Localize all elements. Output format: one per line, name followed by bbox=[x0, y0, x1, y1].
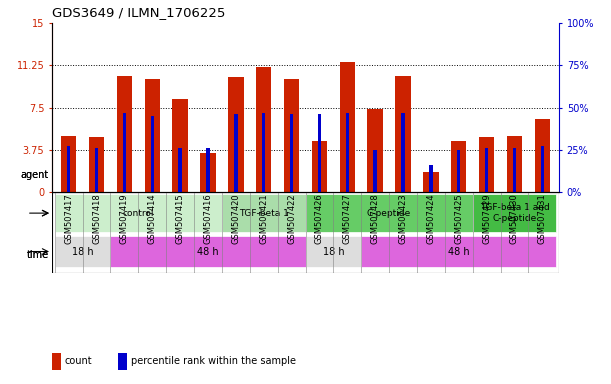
Bar bbox=[234, 114, 238, 192]
Bar bbox=[373, 150, 377, 192]
Text: control: control bbox=[123, 209, 154, 218]
Text: percentile rank within the sample: percentile rank within the sample bbox=[131, 356, 296, 366]
Bar bbox=[312, 141, 327, 192]
Bar bbox=[361, 236, 556, 267]
Bar bbox=[429, 165, 433, 192]
Text: GSM507420: GSM507420 bbox=[232, 194, 240, 244]
Text: 18 h: 18 h bbox=[323, 247, 344, 257]
Bar bbox=[207, 148, 210, 192]
Text: time: time bbox=[27, 250, 49, 260]
Text: GSM507423: GSM507423 bbox=[398, 194, 408, 244]
Bar bbox=[306, 194, 473, 232]
Bar bbox=[479, 137, 494, 192]
Bar bbox=[451, 141, 466, 192]
Bar bbox=[118, 353, 127, 370]
Text: GSM507424: GSM507424 bbox=[426, 194, 436, 244]
Text: 48 h: 48 h bbox=[197, 247, 219, 257]
Bar bbox=[228, 77, 244, 192]
Text: GSM507426: GSM507426 bbox=[315, 194, 324, 244]
Text: GSM507422: GSM507422 bbox=[287, 194, 296, 244]
Text: C-peptide: C-peptide bbox=[367, 209, 411, 218]
Text: time: time bbox=[27, 250, 49, 260]
Text: agent: agent bbox=[21, 170, 49, 180]
Bar bbox=[61, 136, 76, 192]
Bar bbox=[284, 79, 299, 192]
Text: GSM507417: GSM507417 bbox=[64, 194, 73, 244]
Bar bbox=[485, 148, 488, 192]
Text: TGF-beta 1 and
C-peptide: TGF-beta 1 and C-peptide bbox=[480, 204, 549, 223]
Text: GSM507421: GSM507421 bbox=[259, 194, 268, 244]
Bar bbox=[473, 194, 556, 232]
Bar bbox=[178, 148, 182, 192]
Bar bbox=[340, 63, 355, 192]
Bar bbox=[67, 146, 70, 192]
Bar bbox=[306, 236, 361, 267]
Text: GSM507430: GSM507430 bbox=[510, 194, 519, 244]
Text: agent: agent bbox=[21, 170, 49, 180]
Text: 48 h: 48 h bbox=[448, 247, 470, 257]
Text: GDS3649 / ILMN_1706225: GDS3649 / ILMN_1706225 bbox=[52, 6, 225, 19]
Bar bbox=[507, 136, 522, 192]
Text: GSM507428: GSM507428 bbox=[371, 194, 379, 244]
Text: 18 h: 18 h bbox=[71, 247, 93, 257]
Bar bbox=[541, 146, 544, 192]
Text: GSM507416: GSM507416 bbox=[203, 194, 213, 244]
Bar bbox=[89, 137, 104, 192]
Text: GSM507418: GSM507418 bbox=[92, 194, 101, 244]
Bar bbox=[145, 79, 160, 192]
Bar bbox=[111, 236, 306, 267]
Bar bbox=[117, 76, 132, 192]
Bar bbox=[513, 148, 516, 192]
Bar bbox=[52, 353, 61, 370]
Text: GSM507427: GSM507427 bbox=[343, 194, 352, 244]
Bar bbox=[395, 76, 411, 192]
Bar bbox=[262, 113, 265, 192]
Bar bbox=[535, 119, 550, 192]
Bar bbox=[200, 152, 216, 192]
Bar bbox=[367, 109, 383, 192]
Bar bbox=[423, 172, 439, 192]
Text: GSM507419: GSM507419 bbox=[120, 194, 129, 244]
Bar bbox=[401, 113, 404, 192]
Bar bbox=[222, 194, 306, 232]
Bar bbox=[95, 148, 98, 192]
Bar bbox=[318, 114, 321, 192]
Bar bbox=[123, 113, 126, 192]
Bar bbox=[346, 113, 349, 192]
Bar bbox=[256, 67, 271, 192]
Text: TGF-beta 1: TGF-beta 1 bbox=[239, 209, 288, 218]
Text: GSM507415: GSM507415 bbox=[175, 194, 185, 244]
Bar bbox=[55, 194, 222, 232]
Text: GSM507429: GSM507429 bbox=[482, 194, 491, 244]
Text: GSM507425: GSM507425 bbox=[454, 194, 463, 244]
Text: GSM507414: GSM507414 bbox=[148, 194, 157, 244]
Text: GSM507431: GSM507431 bbox=[538, 194, 547, 244]
Bar bbox=[55, 236, 111, 267]
Bar bbox=[457, 150, 461, 192]
Text: count: count bbox=[65, 356, 92, 366]
Bar bbox=[172, 99, 188, 192]
Bar bbox=[290, 114, 293, 192]
Bar bbox=[150, 116, 154, 192]
